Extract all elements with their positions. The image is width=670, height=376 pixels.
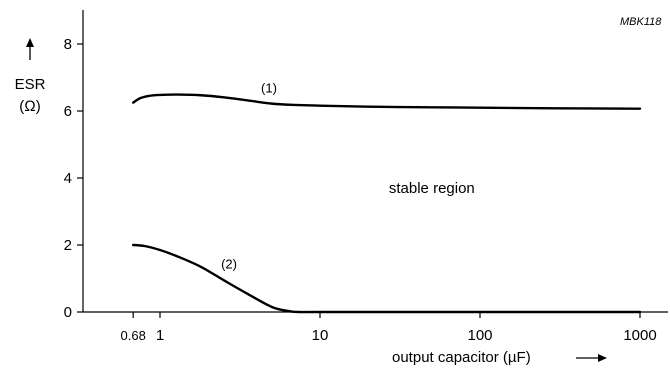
y-axis-label-line1: ESR — [15, 76, 46, 93]
y-tick-label: 0 — [64, 304, 72, 321]
series-label-2: (2) — [221, 256, 237, 271]
x-tick-label: 100 — [467, 327, 492, 344]
y-tick-label: 6 — [64, 103, 72, 120]
annotations: stable region — [389, 180, 475, 197]
y-ticks: 0 2 4 6 8 — [64, 36, 83, 321]
figure-code: MBK118 — [620, 16, 662, 28]
x-ticks: 0.68 1 10 100 1000 — [121, 312, 657, 344]
x-tick-label: 1000 — [623, 327, 656, 344]
x-axis-label: output capacitor (µF) — [392, 349, 531, 366]
series-labels: (1) (2) — [221, 81, 277, 272]
x-tick-label: 1 — [156, 327, 164, 344]
series-line-2 — [132, 243, 642, 314]
x-tick-label: 0.68 — [121, 328, 146, 343]
curves — [132, 93, 642, 314]
y-tick-label: 2 — [64, 237, 72, 254]
y-tick-label: 8 — [64, 36, 72, 53]
series-label-1: (1) — [261, 81, 277, 96]
series-line-1 — [132, 93, 642, 110]
annotation-stable-region: stable region — [389, 180, 475, 197]
y-axis-label-group: ESR (Ω) — [15, 38, 46, 115]
up-arrow-head-icon — [26, 38, 34, 47]
right-arrow-head-icon — [598, 354, 607, 362]
y-axis-label-line2: (Ω) — [19, 98, 41, 115]
y-tick-label: 4 — [64, 170, 72, 187]
x-tick-label: 10 — [312, 327, 329, 344]
x-axis-label-group: output capacitor (µF) — [392, 349, 607, 366]
